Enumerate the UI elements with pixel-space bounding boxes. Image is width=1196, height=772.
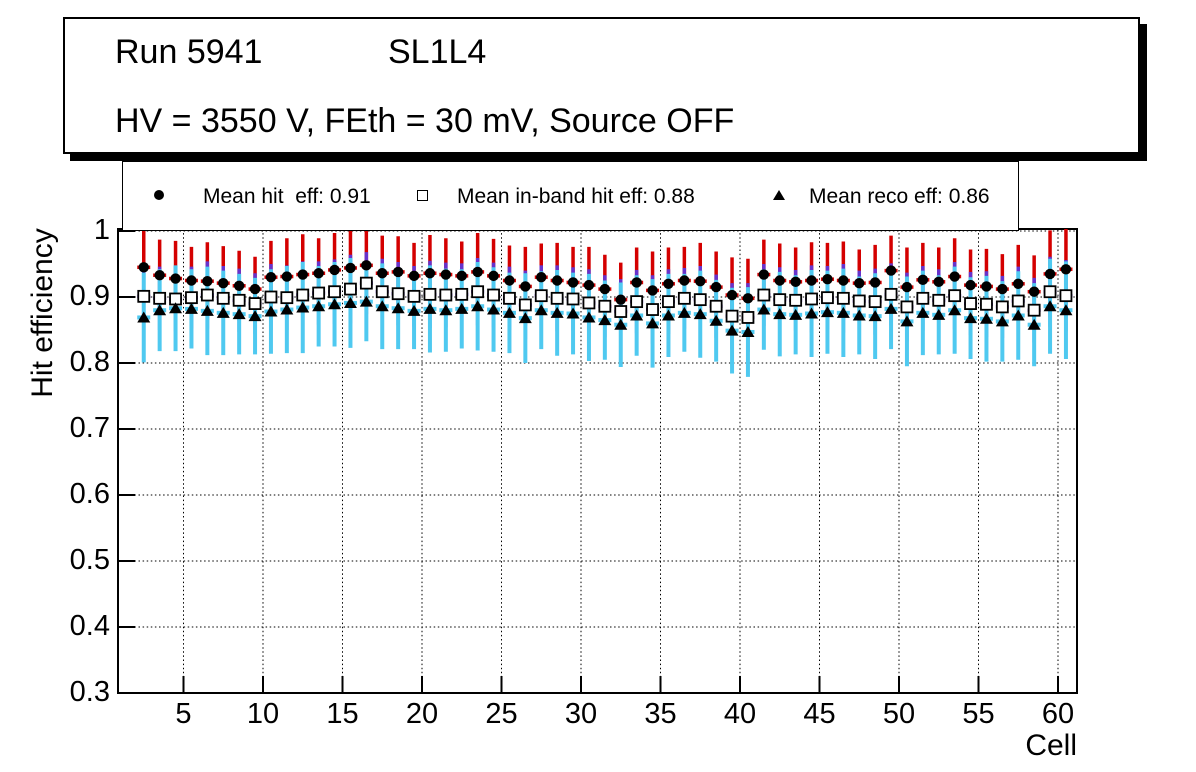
x-tick-label: 50 xyxy=(882,698,916,730)
layer-title: SL1L4 xyxy=(388,33,487,71)
x-tick-label: 30 xyxy=(564,698,598,730)
x-tick-label: 60 xyxy=(1041,698,1075,730)
y-tick-label: 0.3 xyxy=(69,676,110,708)
y-tick-label: 0.5 xyxy=(69,544,110,576)
legend-label-hit: Mean hit eff: 0.91 xyxy=(203,185,371,208)
x-tick-label: 45 xyxy=(803,698,836,730)
y-tick-label: 0.8 xyxy=(69,346,110,378)
x-tick-label: 25 xyxy=(485,698,518,730)
y-tick-label: 0.7 xyxy=(69,412,110,444)
y-tick-label: 0.4 xyxy=(69,610,110,642)
x-tick-label: 55 xyxy=(962,698,995,730)
conditions-title: HV = 3550 V, FEth = 30 mV, Source OFF xyxy=(115,102,735,140)
y-tick-label: 1 xyxy=(93,214,110,246)
x-axis-title: Cell xyxy=(1025,729,1077,762)
x-tick-label: 10 xyxy=(246,698,280,730)
legend-label-reco: Mean reco eff: 0.86 xyxy=(809,185,990,208)
filled-circle-icon xyxy=(154,190,164,200)
x-tick-label: 15 xyxy=(326,698,359,730)
y-tick-label: 0.9 xyxy=(69,280,110,312)
filled-triangle-icon xyxy=(773,190,785,200)
legend: Mean hit eff: 0.91 Mean in-band hit eff:… xyxy=(122,161,1019,231)
x-tick-label: 35 xyxy=(644,698,677,730)
title-box: Run 5941 SL1L4 HV = 3550 V, FEth = 30 mV… xyxy=(63,17,1140,154)
run-title: Run 5941 xyxy=(115,33,263,71)
y-tick-label: 0.6 xyxy=(69,478,110,510)
x-tick-label: 40 xyxy=(723,698,757,730)
x-tick-label: 5 xyxy=(175,698,192,730)
open-square-icon xyxy=(417,190,428,201)
x-tick-label: 20 xyxy=(405,698,439,730)
legend-label-inband: Mean in-band hit eff: 0.88 xyxy=(457,185,695,208)
